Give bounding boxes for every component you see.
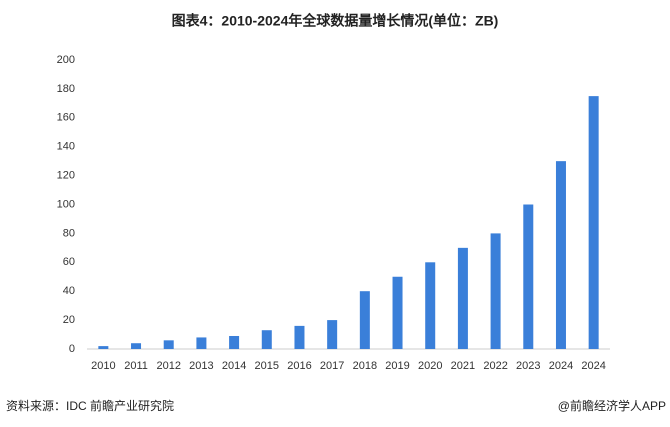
y-tick-label: 0: [69, 343, 75, 355]
x-tick-label: 2018: [353, 360, 377, 372]
x-tick-label: 2024: [581, 360, 605, 372]
x-tick-label: 2020: [418, 360, 442, 372]
x-tick-label: 2021: [451, 360, 475, 372]
bar: [555, 161, 566, 349]
source: 资料来源：IDC 前瞻产业研究院: [6, 398, 174, 413]
x-tick-label: 2016: [287, 360, 311, 372]
bar: [261, 330, 272, 349]
x-tick-label: 2017: [320, 360, 344, 372]
y-tick-label: 40: [63, 285, 75, 297]
y-tick-label: 100: [57, 198, 75, 210]
bar: [98, 346, 109, 349]
bar: [163, 340, 174, 349]
x-tick-label: 2013: [189, 360, 213, 372]
bar: [457, 247, 468, 349]
bar: [490, 233, 501, 349]
x-tick-label: 2015: [255, 360, 279, 372]
bar: [523, 204, 534, 349]
bar: [588, 96, 599, 349]
x-tick-label: 2019: [385, 360, 409, 372]
bar: [196, 337, 207, 349]
x-tick-label: 2012: [156, 360, 180, 372]
y-tick-label: 200: [57, 54, 75, 66]
x-tick-label: 2023: [516, 360, 540, 372]
x-tick-label: 2010: [91, 360, 115, 372]
bar: [229, 335, 240, 349]
x-tick-label: 2024: [549, 360, 573, 372]
x-tick-label: 2022: [483, 360, 507, 372]
bar: [327, 320, 338, 349]
chart-title: 图表4：2010-2024年全球数据量增长情况(单位：ZB): [172, 13, 499, 29]
brand: @前瞻经济学人APP: [558, 398, 666, 413]
y-tick-label: 60: [63, 256, 75, 268]
x-tick-label: 2014: [222, 360, 246, 372]
x-tick-label: 2011: [124, 360, 148, 372]
bar: [359, 291, 370, 349]
y-tick-label: 80: [63, 227, 75, 239]
y-tick-label: 120: [57, 170, 75, 182]
y-tick-label: 20: [63, 314, 75, 326]
bar: [425, 262, 436, 349]
bar: [294, 325, 305, 349]
bar: [392, 276, 403, 349]
y-tick-label: 140: [57, 141, 75, 153]
y-tick-label: 180: [57, 83, 75, 95]
bar: [131, 343, 142, 349]
y-tick-label: 160: [57, 112, 75, 124]
